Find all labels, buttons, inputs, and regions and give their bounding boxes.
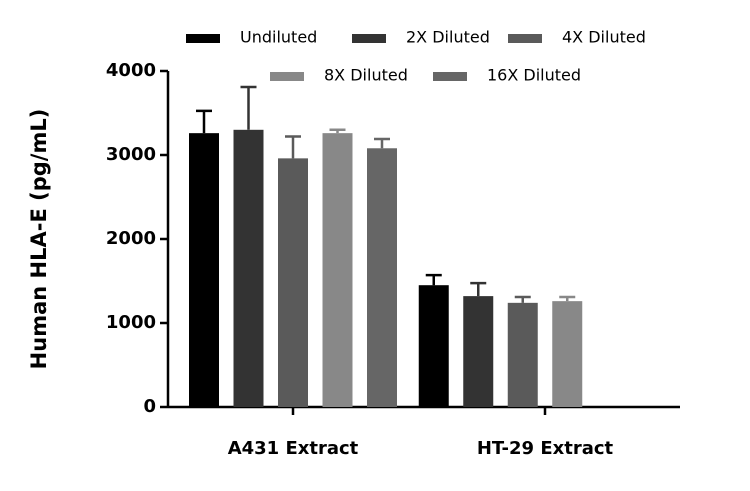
y-tick-label: 0 [143, 396, 156, 417]
bar [278, 158, 308, 407]
bar [233, 129, 264, 408]
bar [189, 133, 219, 407]
bar [367, 148, 397, 407]
bar [463, 296, 494, 407]
legend-label: 4X Diluted [562, 28, 646, 47]
error-bar [425, 273, 442, 286]
y-tick-label: 2000 [106, 228, 156, 249]
legend-swatch [270, 72, 304, 81]
legend-swatch [508, 34, 542, 43]
error-bar [240, 85, 257, 130]
legend-label: 16X Diluted [487, 66, 581, 85]
error-bar [196, 109, 212, 134]
bar [507, 302, 538, 407]
x-tick-label: A431 Extract [228, 438, 359, 459]
legend-swatch [186, 34, 220, 43]
legend-swatch [433, 72, 467, 81]
bar [418, 285, 449, 407]
x-tick-label: HT-29 Extract [477, 438, 614, 459]
error-bar [514, 295, 531, 303]
y-tick-label: 3000 [106, 144, 156, 165]
error-bar [374, 137, 390, 149]
bar [322, 133, 353, 407]
y-tick-label: 4000 [106, 60, 156, 81]
bar [552, 301, 583, 407]
legend-swatch [352, 34, 386, 43]
y-tick-label: 1000 [106, 312, 156, 333]
legend-label: 2X Diluted [406, 28, 490, 47]
legend-label: 8X Diluted [324, 66, 408, 85]
legend-label: Undiluted [240, 28, 317, 47]
error-bar [285, 135, 301, 159]
error-bar [559, 295, 576, 302]
error-bar [470, 281, 487, 297]
y-axis-label: Human HLA-E (pg/mL) [27, 109, 51, 370]
error-bar [329, 128, 346, 134]
